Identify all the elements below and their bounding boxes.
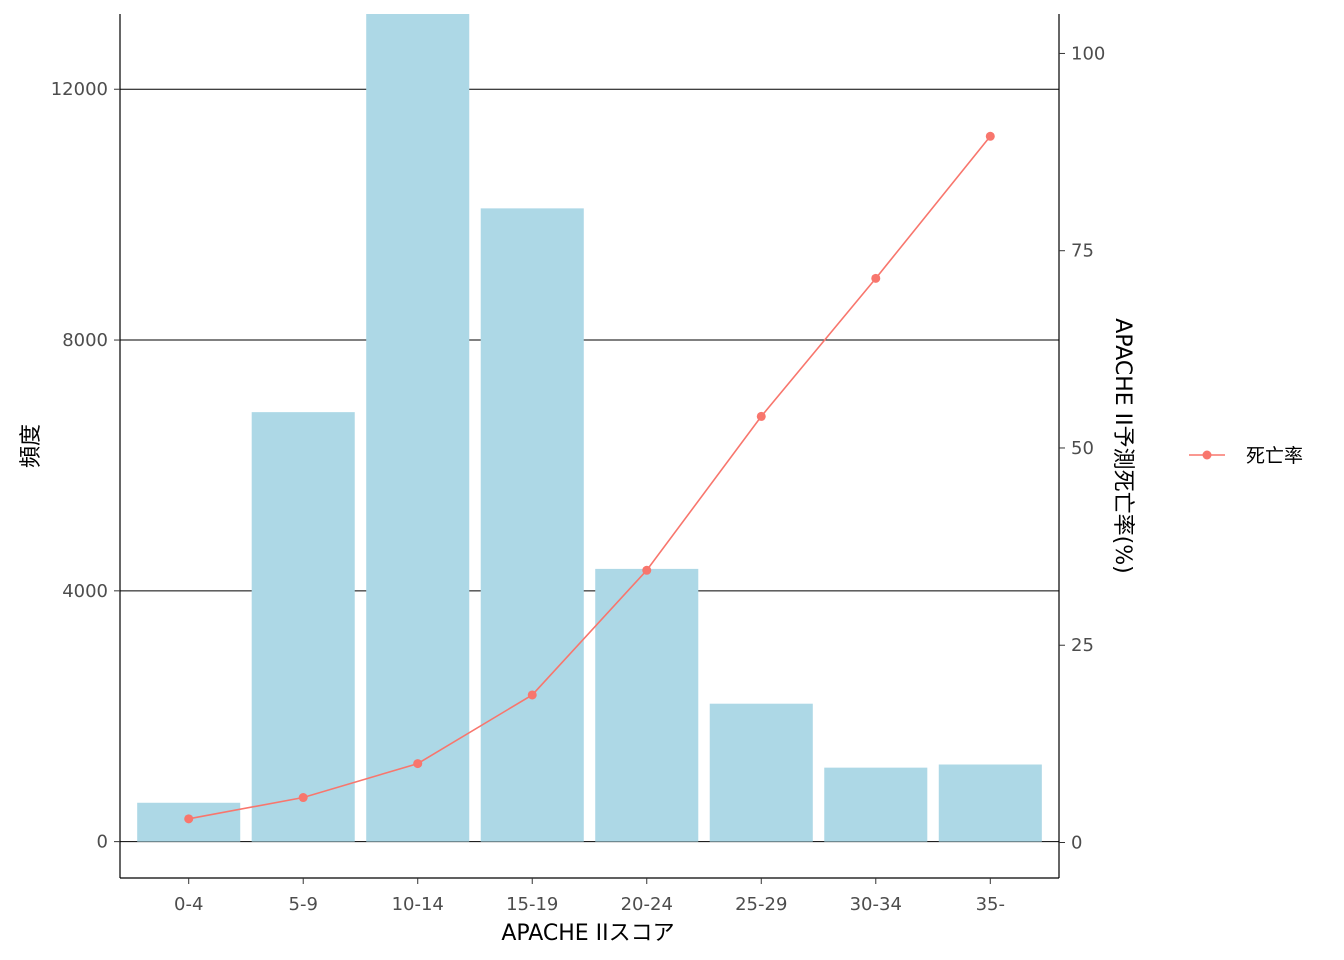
x-tick-label-7: 35- bbox=[976, 894, 1005, 915]
bar-20-24 bbox=[595, 568, 699, 842]
x-axis-ticks: 0-4 5-9 10-14 15-19 20-24 25-29 30-34 35- bbox=[174, 878, 1005, 915]
bar-25-29 bbox=[709, 703, 813, 842]
bar-15-19 bbox=[480, 208, 584, 842]
mortality-line bbox=[188, 135, 991, 820]
x-tick-label-5: 25-29 bbox=[735, 894, 787, 915]
y2-tick-label-3: 75 bbox=[1071, 241, 1094, 262]
mortality-point-10-14 bbox=[413, 759, 423, 769]
mortality-point-5-9 bbox=[298, 793, 308, 803]
bar-5-9 bbox=[251, 412, 355, 842]
legend-label: 死亡率 bbox=[1246, 445, 1303, 467]
mortality-point-25-29 bbox=[756, 411, 766, 421]
legend: 死亡率 bbox=[1189, 445, 1303, 467]
y2-tick-label-4: 100 bbox=[1071, 43, 1105, 64]
mortality-point-0-4 bbox=[184, 814, 194, 824]
x-tick-label-3: 15-19 bbox=[506, 894, 558, 915]
x-tick-label-6: 30-34 bbox=[850, 894, 902, 915]
y-tick-label-3: 12000 bbox=[51, 79, 108, 100]
mortality-point-15-19 bbox=[527, 690, 537, 700]
x-tick-label-4: 20-24 bbox=[621, 894, 673, 915]
bar-10-14 bbox=[366, 14, 470, 842]
bars bbox=[137, 14, 1042, 842]
x-axis-title: APACHE IIスコア bbox=[501, 921, 674, 946]
y2-axis-title: APACHE II予測死亡率(%) bbox=[1110, 318, 1135, 573]
x-tick-label-2: 10-14 bbox=[392, 894, 444, 915]
mortality-point-35- bbox=[985, 131, 995, 141]
legend-key-point bbox=[1202, 450, 1212, 460]
bar-35- bbox=[938, 764, 1042, 842]
y-axis-title: 頻度 bbox=[19, 424, 44, 468]
y2-tick-label-2: 50 bbox=[1071, 438, 1094, 459]
mortality-line-series bbox=[184, 131, 995, 824]
y-tick-label-0: 0 bbox=[97, 832, 108, 853]
y-tick-label-1: 4000 bbox=[62, 581, 108, 602]
y2-tick-label-1: 25 bbox=[1071, 635, 1094, 656]
y-tick-label-2: 8000 bbox=[62, 330, 108, 351]
bar-30-34 bbox=[824, 767, 928, 842]
left-axis-ticks: 0 4000 8000 12000 bbox=[51, 79, 120, 853]
mortality-point-20-24 bbox=[642, 565, 652, 575]
right-axis-ticks: 0 25 50 75 100 bbox=[1059, 43, 1105, 853]
mortality-point-30-34 bbox=[871, 273, 881, 283]
x-tick-label-0: 0-4 bbox=[174, 894, 203, 915]
x-tick-label-1: 5-9 bbox=[289, 894, 318, 915]
y2-tick-label-0: 0 bbox=[1071, 832, 1082, 853]
axes bbox=[119, 14, 1060, 879]
